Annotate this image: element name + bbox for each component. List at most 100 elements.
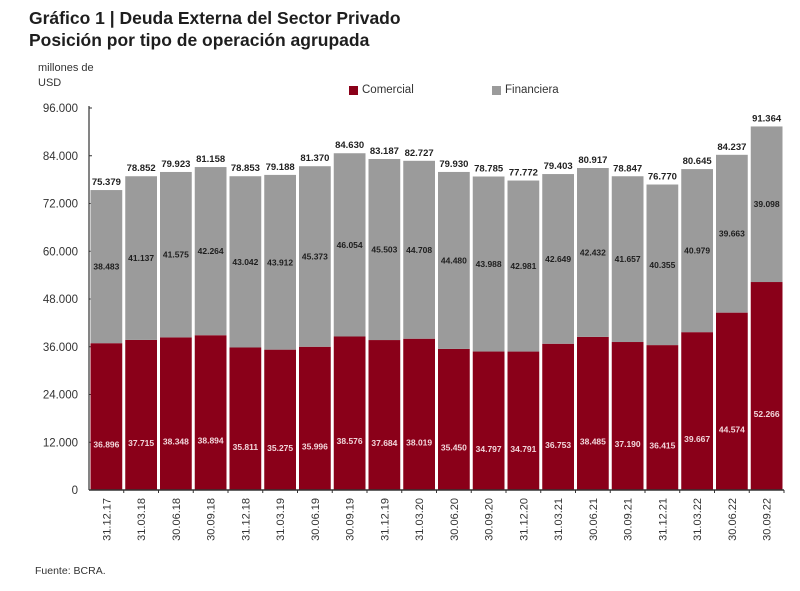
total-label: 81.158 <box>196 154 225 165</box>
total-label: 91.364 <box>752 113 782 124</box>
data-label-comercial: 38.576 <box>337 436 363 446</box>
x-tick-label: 31.03.20 <box>414 498 426 541</box>
x-tick-label: 30.09.19 <box>345 498 357 541</box>
bar-segment-comercial <box>125 339 157 490</box>
total-label: 82.727 <box>405 148 434 159</box>
bar-segment-financiera <box>507 180 540 352</box>
data-label-financiera: 46.054 <box>337 240 363 250</box>
bar-segment-financiera <box>90 190 123 344</box>
data-label-comercial: 35.275 <box>267 443 293 453</box>
chart-subtitle: Posición por tipo de operación agrupada <box>29 30 370 50</box>
x-tick-label: 30.06.21 <box>588 498 600 541</box>
total-label: 77.772 <box>509 168 538 179</box>
y-tick-label: 84.000 <box>43 151 78 163</box>
data-label-financiera: 40.355 <box>649 260 675 270</box>
bar-segment-comercial <box>750 282 783 490</box>
x-tick-label: 31.12.17 <box>101 498 113 541</box>
source-note: Fuente: BCRA. <box>35 565 106 577</box>
bar-segment-financiera <box>264 174 296 350</box>
y-tick-label: 12.000 <box>43 437 78 449</box>
bar-segment-comercial <box>194 335 227 490</box>
x-tick-label: 31.03.21 <box>553 498 565 541</box>
bar-segment-financiera <box>542 174 574 344</box>
bar-segment-comercial <box>264 349 296 490</box>
chart-title: Gráfico 1 | Deuda Externa del Sector Pri… <box>29 8 401 28</box>
x-tick-label: 31.12.20 <box>518 498 530 541</box>
x-tick-label: 30.09.18 <box>206 498 218 541</box>
y-tick-label: 48.000 <box>43 294 78 306</box>
legend-swatch-financiera <box>492 85 501 95</box>
data-label-comercial: 34.797 <box>476 444 502 454</box>
bar-segment-comercial <box>438 348 470 490</box>
data-label-financiera: 41.575 <box>163 250 189 260</box>
bar-segment-financiera <box>750 126 783 283</box>
bar-segment-financiera <box>611 176 644 343</box>
data-label-comercial: 37.684 <box>371 438 397 448</box>
data-label-financiera: 39.663 <box>719 229 745 239</box>
bar-segment-comercial <box>299 346 331 490</box>
total-label: 78.852 <box>127 163 156 174</box>
bar-segment-financiera <box>681 169 713 333</box>
data-label-comercial: 34.791 <box>510 444 536 454</box>
y-tick-label: 96.000 <box>43 103 78 115</box>
data-label-financiera: 39.098 <box>754 199 780 209</box>
legend-label-financiera: Financiera <box>505 84 559 96</box>
data-label-financiera: 42.981 <box>510 261 536 271</box>
total-label: 84.630 <box>335 140 364 151</box>
data-label-comercial: 37.715 <box>128 438 154 448</box>
data-label-comercial: 37.190 <box>615 439 641 449</box>
legend-label-comercial: Comercial <box>362 84 414 96</box>
y-tick-label: 36.000 <box>43 342 78 354</box>
data-label-comercial: 36.896 <box>93 440 119 450</box>
data-label-comercial: 39.667 <box>684 434 710 444</box>
total-label: 79.923 <box>161 159 190 170</box>
bar-segment-comercial <box>368 340 401 490</box>
x-tick-label: 30.09.21 <box>623 498 635 541</box>
legend-swatch-comercial <box>349 85 358 95</box>
data-label-financiera: 42.264 <box>198 246 224 256</box>
data-label-financiera: 38.483 <box>93 262 119 272</box>
bar-segment-financiera <box>160 171 192 338</box>
bar-segment-financiera <box>194 167 227 336</box>
bar-segment-comercial <box>542 343 574 490</box>
legend-item-comercial: Comercial <box>349 84 414 96</box>
x-tick-label: 31.12.21 <box>657 498 669 541</box>
total-label: 79.188 <box>266 162 295 173</box>
x-tick-label: 30.06.22 <box>727 498 739 541</box>
bar-segment-comercial <box>646 345 679 490</box>
bar-segment-comercial <box>577 336 609 490</box>
y-tick-label: 72.000 <box>43 199 78 211</box>
bar-segment-financiera <box>438 171 470 349</box>
bar-segment-comercial <box>507 351 540 490</box>
data-label-financiera: 43.042 <box>232 257 258 267</box>
data-label-financiera: 40.979 <box>684 246 710 256</box>
x-tick-label: 30.09.20 <box>484 498 496 541</box>
bar-segment-comercial <box>160 337 192 490</box>
x-tick-label: 31.12.19 <box>379 498 391 541</box>
x-tick-label: 31.03.22 <box>692 498 704 541</box>
bar-segment-comercial <box>333 336 366 490</box>
total-label: 75.379 <box>92 177 121 188</box>
bar-segment-financiera <box>368 158 401 341</box>
data-label-comercial: 38.485 <box>580 436 606 446</box>
total-label: 76.770 <box>648 172 677 183</box>
bar-segment-financiera <box>125 176 157 340</box>
total-label: 78.785 <box>474 164 504 175</box>
data-label-financiera: 44.480 <box>441 255 467 265</box>
bar-segment-comercial <box>716 312 748 490</box>
legend-item-financiera: Financiera <box>492 84 559 96</box>
data-label-financiera: 41.657 <box>615 254 641 264</box>
bar-segment-financiera <box>299 166 331 347</box>
bar-segment-comercial <box>90 343 123 490</box>
total-label: 80.645 <box>683 156 713 167</box>
bar-segment-financiera <box>229 176 262 348</box>
data-label-financiera: 45.373 <box>302 251 328 261</box>
data-label-comercial: 35.996 <box>302 441 328 451</box>
data-label-comercial: 44.574 <box>719 424 745 434</box>
y-axis-unit-label: millones de USD <box>38 62 94 89</box>
x-tick-label: 30.06.18 <box>171 498 183 541</box>
bar-segment-financiera <box>403 160 435 339</box>
data-label-comercial: 36.753 <box>545 440 571 450</box>
bar-segment-financiera <box>646 184 679 346</box>
